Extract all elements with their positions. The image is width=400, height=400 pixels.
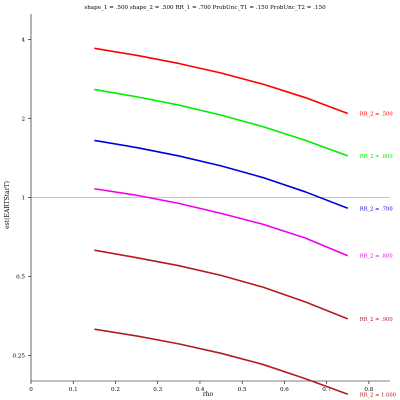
axes: 0 0.1 0.2 0.3 0.4 0.5 0.6 0.7 0.8 0.25 0.5 1 2 4	[13, 14, 390, 393]
y-tick-label: 0.25	[13, 354, 26, 360]
y-tick-label: 0.5	[16, 275, 25, 281]
chart-title: shape_1 = .500 shape_2 = .500 RR_1 = .70…	[84, 5, 326, 11]
series-layer	[94, 47, 349, 396]
series-label: RR_2 = .700	[360, 206, 393, 212]
x-tick-label: 0	[29, 387, 33, 393]
x-tick-label: 0.3	[153, 387, 162, 393]
x-tick-label: 0.6	[280, 387, 289, 393]
series-line	[94, 187, 349, 257]
y-tick-label: 4	[21, 37, 25, 43]
series-line	[94, 249, 349, 320]
x-tick-label: 0.4	[195, 387, 204, 393]
series-labels: RR_2 = .500 RR_2 = .600 RR_2 = .700 RR_2 = …	[360, 111, 396, 398]
series-label: RR_2 = .800	[360, 254, 393, 260]
x-tick-label: 0.8	[364, 387, 373, 393]
x-tick-label: 0.1	[69, 387, 78, 393]
y-tick-label: 2	[21, 116, 25, 122]
y-tick-label: 1	[21, 196, 25, 202]
series-label: RR_2 = 1.000	[360, 392, 396, 398]
x-tick-label: 0.5	[238, 387, 247, 393]
y-axis-label: est(EARTStarT)	[4, 181, 11, 229]
series-line	[94, 47, 349, 115]
series-line	[94, 88, 349, 157]
series-line	[94, 139, 349, 209]
series-line	[94, 328, 349, 396]
x-tick-label: 0.7	[322, 387, 331, 393]
x-axis-label: rho	[203, 391, 214, 398]
x-tick-label: 0.2	[111, 387, 120, 393]
series-label: RR_2 = .500	[360, 111, 393, 117]
series-label: RR_2 = .900	[360, 317, 393, 323]
series-label: RR_2 = .600	[360, 154, 393, 160]
